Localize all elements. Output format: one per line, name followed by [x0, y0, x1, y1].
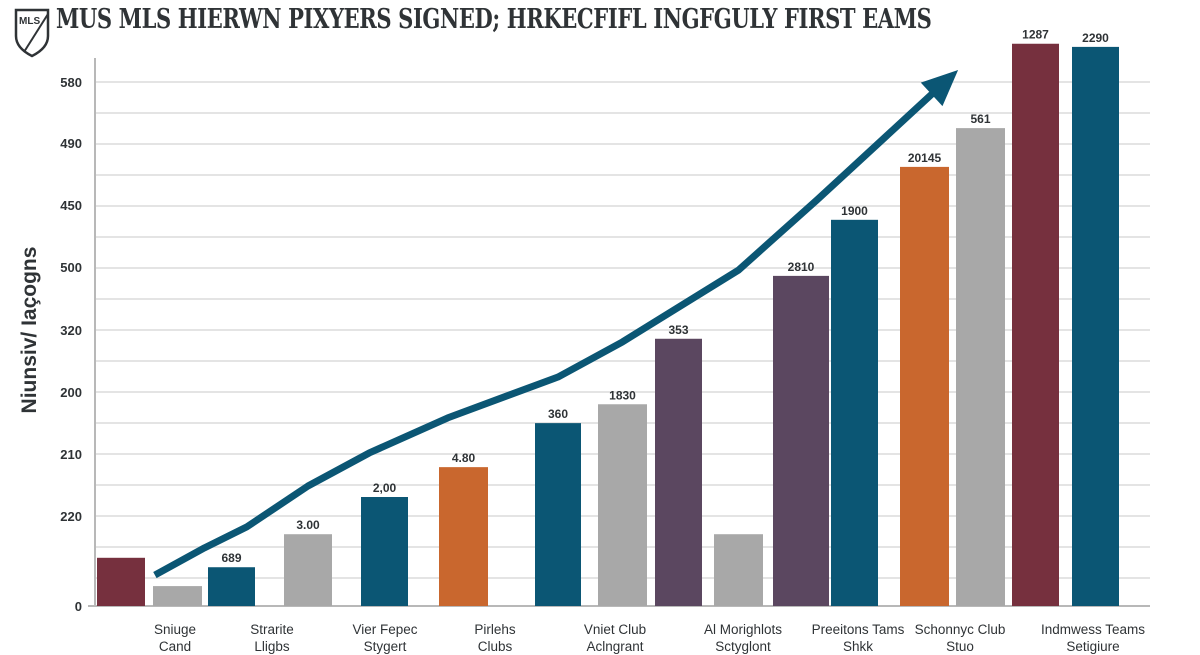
mls-logo: MLS	[14, 8, 50, 58]
bar	[900, 166, 949, 606]
bar	[1072, 46, 1119, 607]
x-tick-label-line: Cand	[158, 639, 192, 654]
x-tick-label-line: Sniuge	[153, 622, 197, 637]
x-tick-label-line: Vniet Club	[583, 622, 647, 637]
x-tick-label-line: Shkk	[842, 639, 874, 654]
data-label: 2290	[1082, 31, 1109, 45]
x-tick-label: Vniet Club Aclngrant	[584, 621, 646, 655]
bar	[208, 567, 255, 606]
bar	[773, 275, 829, 606]
x-tick-label-line: Sctyglont	[715, 639, 771, 654]
data-label: 2810	[788, 260, 815, 274]
x-tick-label: Vier Fepec Stygert	[352, 621, 417, 655]
y-tick-label: 320	[60, 323, 82, 338]
y-tick-label: 0	[75, 599, 82, 614]
x-tick-label: Al Morighlots Sctyglont	[704, 621, 782, 655]
y-tick-label: 450	[60, 198, 82, 213]
bar	[361, 497, 408, 606]
x-tick-label-line: Clubs	[477, 639, 513, 654]
data-label: 20145	[908, 151, 942, 165]
chart-title: MUS MLS HIERWN PIXYERS SIGNED; HRKECFIFL…	[56, 4, 932, 35]
x-tick-label-line: Schonnyc Club	[914, 622, 1006, 637]
bar	[1012, 43, 1059, 607]
trend-line	[153, 82, 945, 579]
x-tick-label: Sniuge Cand	[154, 621, 196, 655]
y-tick-label: 500	[60, 260, 82, 275]
x-tick-label-line: Strarite	[250, 622, 294, 637]
x-tick-label-line: Setigiure	[1066, 639, 1120, 654]
trend-arrowhead-icon	[920, 69, 959, 107]
x-tick-label: Indmwess Teams Setigiure	[1041, 621, 1145, 655]
x-tick-label: Schonnyc Club Stuo	[915, 621, 1006, 655]
bar	[598, 404, 647, 606]
data-label: 4.80	[452, 451, 476, 465]
x-tick-label: Preeitons Tams Shkk	[812, 621, 905, 655]
x-tick-label-line: Preeitons Tams	[811, 622, 905, 637]
x-tick-label-line: Vier Fepec	[352, 622, 418, 637]
bar	[831, 219, 878, 606]
x-tick-label: Pirlehs Clubs	[474, 621, 515, 655]
bar	[535, 423, 581, 606]
x-tick-label-line: Stuo	[946, 639, 974, 654]
x-tick-label-line: Al Morighlots	[703, 622, 783, 637]
data-label: 1830	[609, 388, 636, 402]
bar	[439, 467, 488, 606]
bar	[153, 586, 202, 606]
x-tick-label-line: Aclngrant	[586, 639, 644, 654]
x-tick-label-line: Pirlehs	[474, 622, 516, 637]
data-label: 2,00	[373, 481, 397, 495]
y-tick-label: 210	[60, 447, 82, 462]
x-tick-label-line: Stygert	[363, 639, 407, 654]
bar	[97, 557, 145, 606]
bar	[284, 534, 332, 606]
y-tick-label: 490	[60, 136, 82, 151]
bar	[655, 338, 702, 606]
data-label: 1900	[841, 204, 868, 218]
y-tick-label: 220	[60, 509, 82, 524]
data-label: 3.00	[296, 518, 320, 532]
x-tick-label-line: Lligbs	[254, 639, 290, 654]
bar	[956, 128, 1005, 606]
data-label: 689	[221, 551, 241, 565]
data-label: 353	[668, 323, 688, 337]
bar	[714, 534, 763, 606]
x-tick-label-line: Indmwess Teams	[1040, 622, 1146, 637]
svg-text:MLS: MLS	[19, 16, 40, 27]
y-tick-label: 200	[60, 385, 82, 400]
x-tick-label: Strarite Lligbs	[250, 621, 294, 655]
data-label: 561	[970, 112, 990, 126]
data-label: 360	[548, 407, 568, 421]
data-label: 1287	[1022, 28, 1049, 42]
y-tick-label: 580	[60, 75, 82, 90]
y-axis-label: Niunsiv/ Iaçogns	[18, 246, 41, 414]
